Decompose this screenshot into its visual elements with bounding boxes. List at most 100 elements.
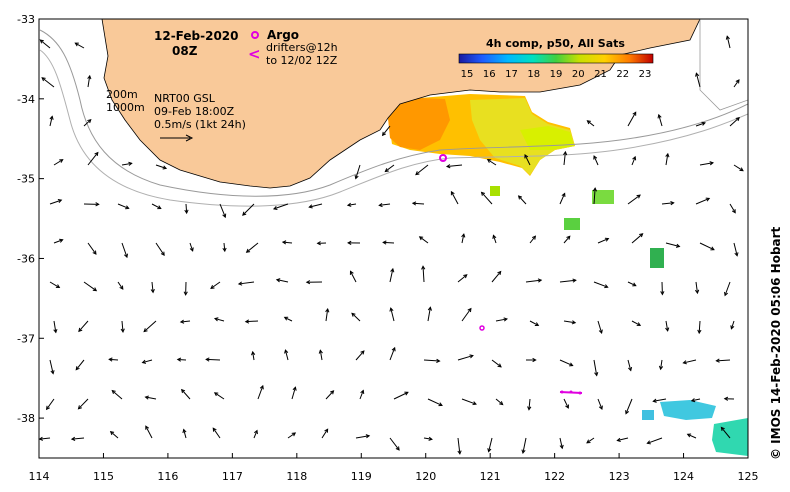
current-vector-arrow	[121, 242, 128, 258]
current-vector-arrow	[180, 320, 191, 323]
colorbar-tick-label: 15	[461, 69, 474, 80]
current-vector-arrowhead	[411, 201, 417, 206]
current-vector-arrow	[53, 239, 63, 244]
current-vector-arrowhead	[49, 115, 54, 120]
current-vector-arrow	[382, 125, 391, 136]
current-vector-field	[39, 35, 744, 455]
current-vector-arrow	[631, 156, 636, 166]
current-vector-arrowhead	[39, 436, 44, 441]
current-vector-arrowhead	[639, 233, 644, 238]
x-tick-label: 116	[157, 470, 178, 483]
scale-label: 0.5m/s (1kt 24h)	[154, 118, 246, 131]
colorbar-title: 4h comp, p50, All Sats	[486, 37, 625, 50]
isobath-1000m	[39, 49, 748, 207]
current-vector-arrow	[355, 164, 361, 179]
colorbar: 4h comp, p50, All Sats 15 16 17 18 19 20 21 22 2…	[458, 37, 654, 80]
current-vector-arrow	[419, 236, 429, 244]
current-vector-arrowhead	[292, 386, 297, 391]
current-vector-arrowhead	[593, 155, 598, 160]
current-vector-arrow	[481, 192, 493, 205]
current-vector-arrowhead	[735, 79, 740, 84]
current-vector-arrow	[40, 39, 51, 49]
current-vector-arrow	[683, 359, 697, 364]
current-vector-arrowhead	[111, 389, 116, 395]
current-vector-arrow	[181, 389, 191, 400]
current-vector-arrow	[151, 281, 154, 293]
current-vector-arrowhead	[325, 307, 330, 313]
current-vector-arrowhead	[658, 365, 664, 371]
current-vector-arrowhead	[354, 175, 359, 180]
current-vector-arrowhead	[616, 437, 621, 442]
current-vector-arrow	[423, 437, 433, 440]
current-vector-arrowhead	[360, 389, 365, 395]
current-vector-arrow	[206, 358, 221, 361]
current-vector-arrow	[457, 274, 468, 283]
label-1000m: 1000m	[106, 101, 145, 114]
current-vector-arrowhead	[565, 404, 569, 409]
current-vector-arrow	[488, 437, 493, 452]
current-vector-arrow	[155, 242, 165, 256]
x-tick-label: 120	[415, 470, 436, 483]
current-vector-arrow	[699, 242, 715, 251]
current-vector-arrowhead	[284, 349, 289, 354]
map-hour: 08Z	[172, 44, 198, 58]
current-vector-arrowhead	[109, 430, 115, 436]
current-vector-arrowhead	[636, 194, 641, 199]
current-vector-arrowhead	[438, 402, 443, 407]
current-vector-arrowhead	[378, 202, 383, 208]
current-vector-arrow	[145, 396, 157, 400]
current-vector-arrowhead	[92, 250, 97, 255]
current-vector-arrowhead	[95, 202, 100, 207]
current-vector-arrowhead	[213, 392, 219, 397]
current-vector-arrow	[49, 281, 60, 288]
current-vector-arrowhead	[709, 161, 715, 166]
current-vector-arrow	[49, 359, 54, 374]
current-vector-arrowhead	[305, 280, 311, 285]
current-vector-arrow	[695, 281, 698, 294]
y-tick-label: -37	[17, 332, 35, 345]
x-tick-label: 124	[673, 470, 694, 483]
current-vector-arrow	[631, 320, 641, 326]
current-vector-arrow	[214, 318, 225, 322]
current-vector-arrow	[83, 119, 92, 127]
current-vector-arrowhead	[77, 405, 82, 410]
current-vector-arrowhead	[735, 116, 740, 122]
map-date: 12-Feb-2020	[154, 29, 239, 43]
current-vector-arrow	[658, 114, 663, 127]
colorbar-tick-label: 19	[550, 69, 563, 80]
current-vector-arrow	[446, 164, 463, 167]
current-vector-arrow	[87, 242, 97, 255]
current-vector-arrowhead	[318, 349, 323, 354]
current-vector-arrowhead	[463, 274, 468, 279]
colorbar-tick-label: 17	[505, 69, 518, 80]
current-vector-arrowhead	[415, 171, 420, 176]
current-vector-arrowhead	[675, 243, 681, 248]
current-vector-arrowhead	[467, 307, 472, 313]
argo-float-marker	[439, 154, 447, 162]
argo-floats	[439, 154, 485, 331]
current-vector-arrowhead	[665, 327, 670, 332]
current-vector-arrowhead	[251, 350, 256, 356]
current-vector-arrow	[559, 279, 576, 283]
y-tick-label: -36	[17, 252, 35, 265]
current-vector-arrow	[246, 242, 259, 253]
current-vector-arrow	[359, 390, 364, 400]
current-vector-arrow	[698, 320, 701, 334]
y-tick-label: -33	[17, 13, 35, 26]
current-vector-arrowhead	[632, 155, 637, 161]
current-vector-arrow	[593, 155, 599, 166]
y-axis: -33 -34 -35 -36 -37 -38	[17, 13, 44, 425]
current-vector-arrow	[617, 437, 629, 442]
current-vector-arrow	[699, 162, 714, 166]
current-vector-arrow	[415, 164, 429, 175]
current-vector-arrowhead	[497, 270, 502, 276]
current-vector-arrowhead	[682, 360, 687, 365]
current-vector-arrow	[39, 437, 51, 440]
current-vector-arrowhead	[571, 320, 577, 325]
current-vector-arrowhead	[41, 77, 46, 82]
current-vector-arrow	[661, 202, 674, 205]
drifter-arrow-icon: <	[248, 45, 261, 63]
current-vector-arrowhead	[657, 113, 662, 119]
current-vector-arrowhead	[143, 328, 148, 333]
current-vector-arrowhead	[472, 401, 477, 406]
